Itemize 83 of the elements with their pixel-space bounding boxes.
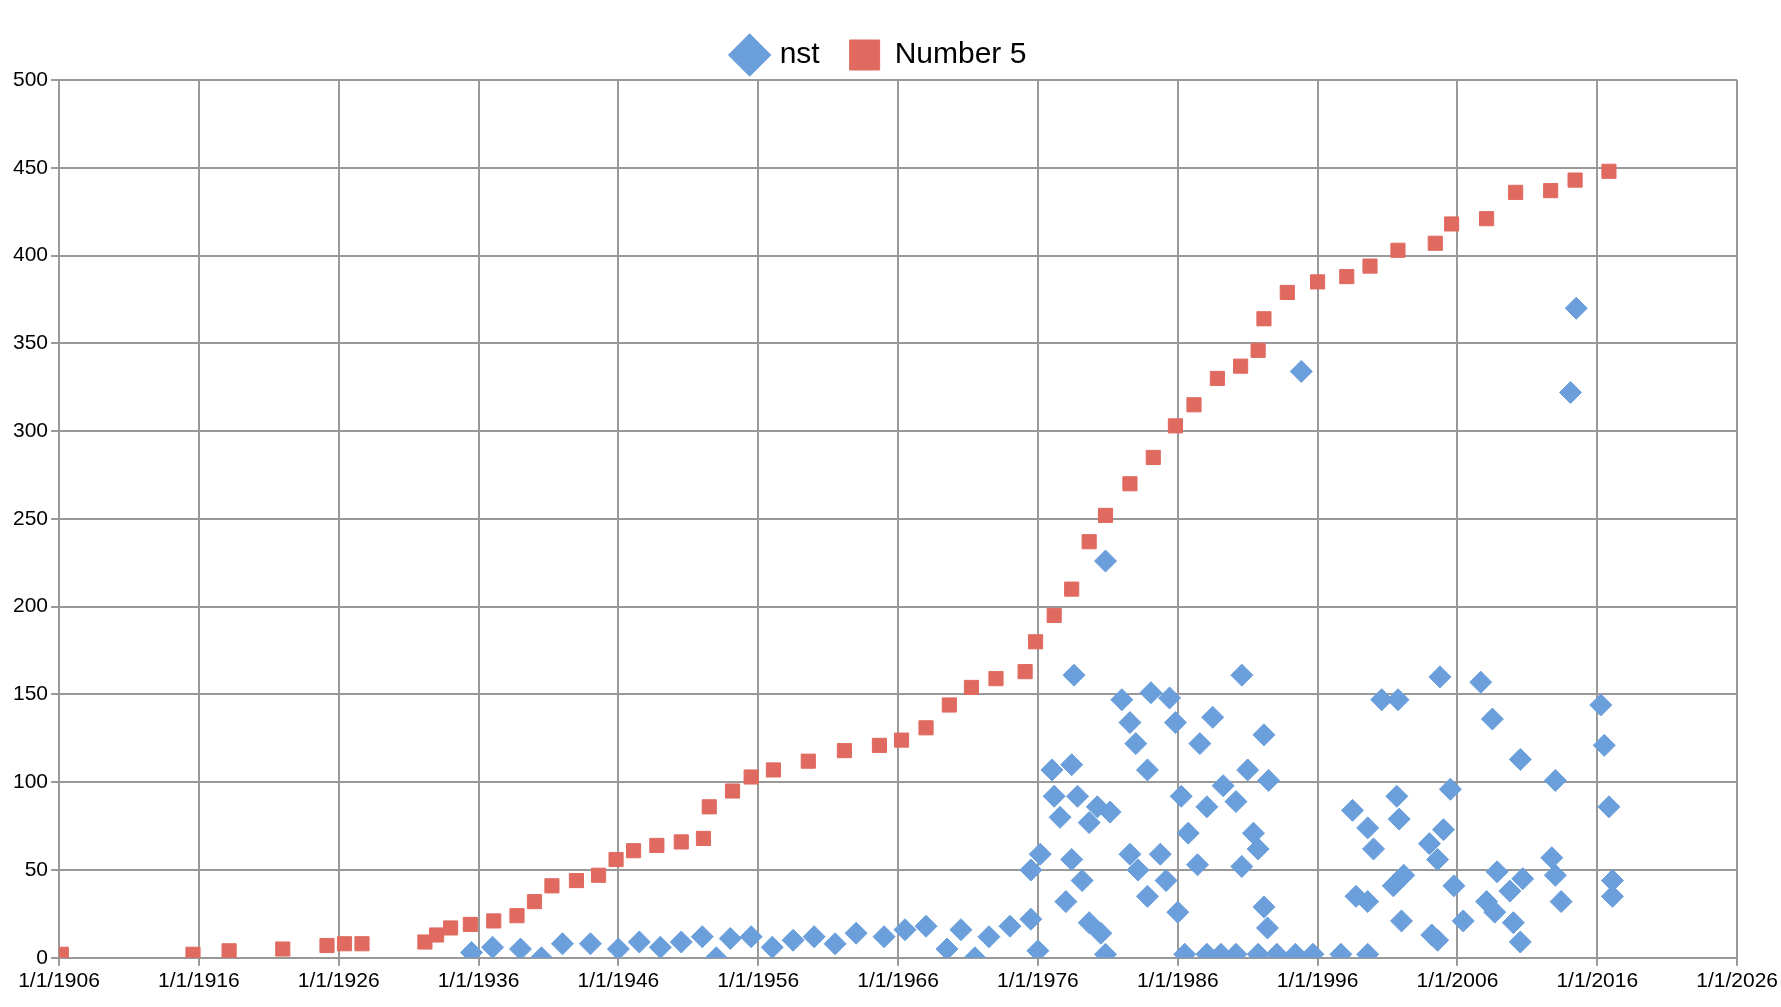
point — [1479, 211, 1495, 227]
point — [1508, 184, 1524, 200]
x-tick-label: 1/1/1936 — [437, 968, 520, 992]
x-tick-label: 1/1/1966 — [857, 968, 939, 992]
x-tick-label: 1/1/1996 — [1276, 968, 1359, 992]
point — [1209, 370, 1225, 387]
x-tick-label: 1/1/1976 — [997, 968, 1079, 992]
point — [1601, 163, 1617, 179]
point — [1186, 397, 1202, 413]
point — [765, 762, 781, 778]
point — [486, 913, 502, 929]
point — [918, 720, 934, 736]
point — [836, 743, 852, 759]
y-tick-label: 350 — [12, 330, 49, 354]
point — [443, 920, 459, 936]
point — [625, 843, 642, 859]
point — [462, 916, 478, 933]
y-tick-label: 300 — [12, 417, 49, 441]
point — [871, 737, 888, 753]
point — [1097, 507, 1114, 523]
point — [1250, 342, 1266, 358]
point — [1081, 534, 1097, 550]
point — [963, 679, 980, 696]
point — [1567, 172, 1583, 188]
point — [1233, 358, 1249, 374]
point — [1427, 235, 1443, 251]
point — [724, 783, 741, 799]
legend-label: nst — [779, 36, 821, 70]
point — [1028, 634, 1044, 650]
y-tick-label: 50 — [24, 856, 49, 880]
point — [701, 799, 717, 815]
point — [695, 830, 712, 846]
point — [1145, 449, 1161, 466]
point — [988, 671, 1004, 687]
x-tick-label: 1/1/1926 — [297, 968, 380, 992]
point — [1167, 418, 1183, 434]
point — [1279, 284, 1295, 300]
point — [429, 927, 445, 943]
point — [275, 941, 291, 957]
y-tick-label: 150 — [12, 681, 49, 705]
point — [893, 732, 910, 748]
point — [1444, 216, 1460, 232]
point — [1390, 242, 1406, 258]
point — [336, 936, 353, 952]
point — [1046, 607, 1062, 624]
x-tick-label: 1/1/1946 — [577, 968, 660, 992]
point — [1256, 311, 1272, 327]
point — [544, 878, 560, 894]
point — [1339, 269, 1355, 285]
point — [591, 867, 607, 883]
point — [1310, 274, 1326, 290]
x-tick-label: 1/1/2016 — [1556, 968, 1639, 992]
x-tick-label: 1/1/1986 — [1136, 968, 1219, 992]
point — [743, 769, 759, 785]
point — [941, 697, 957, 713]
x-tick-label: 1/1/1956 — [717, 968, 800, 992]
point — [221, 943, 237, 958]
point — [1064, 581, 1080, 597]
y-tick-label: 100 — [12, 769, 49, 793]
point — [568, 872, 585, 889]
legend-label: Number 5 — [894, 36, 1027, 70]
x-tick-label: 1/1/1916 — [157, 968, 240, 992]
x-tick-label: 1/1/1906 — [18, 968, 100, 992]
y-tick-label: 250 — [12, 505, 49, 529]
y-tick-label: 400 — [12, 242, 49, 266]
point — [1017, 664, 1033, 680]
point — [526, 894, 543, 910]
y-tick-label: 0 — [36, 944, 49, 968]
x-tick-label: 1/1/2026 — [1696, 968, 1778, 992]
point — [319, 937, 335, 954]
point — [1543, 183, 1559, 199]
y-tick-label: 200 — [12, 593, 49, 617]
x-tick-label: 1/1/2006 — [1416, 968, 1499, 992]
point — [354, 936, 370, 952]
y-tick-label: 450 — [12, 154, 49, 178]
point — [509, 908, 525, 924]
point — [673, 834, 689, 850]
point — [1362, 258, 1378, 274]
point — [608, 851, 624, 868]
point — [649, 837, 665, 854]
point — [1122, 476, 1138, 492]
y-tick-label: 500 — [12, 66, 49, 90]
point — [800, 753, 816, 769]
